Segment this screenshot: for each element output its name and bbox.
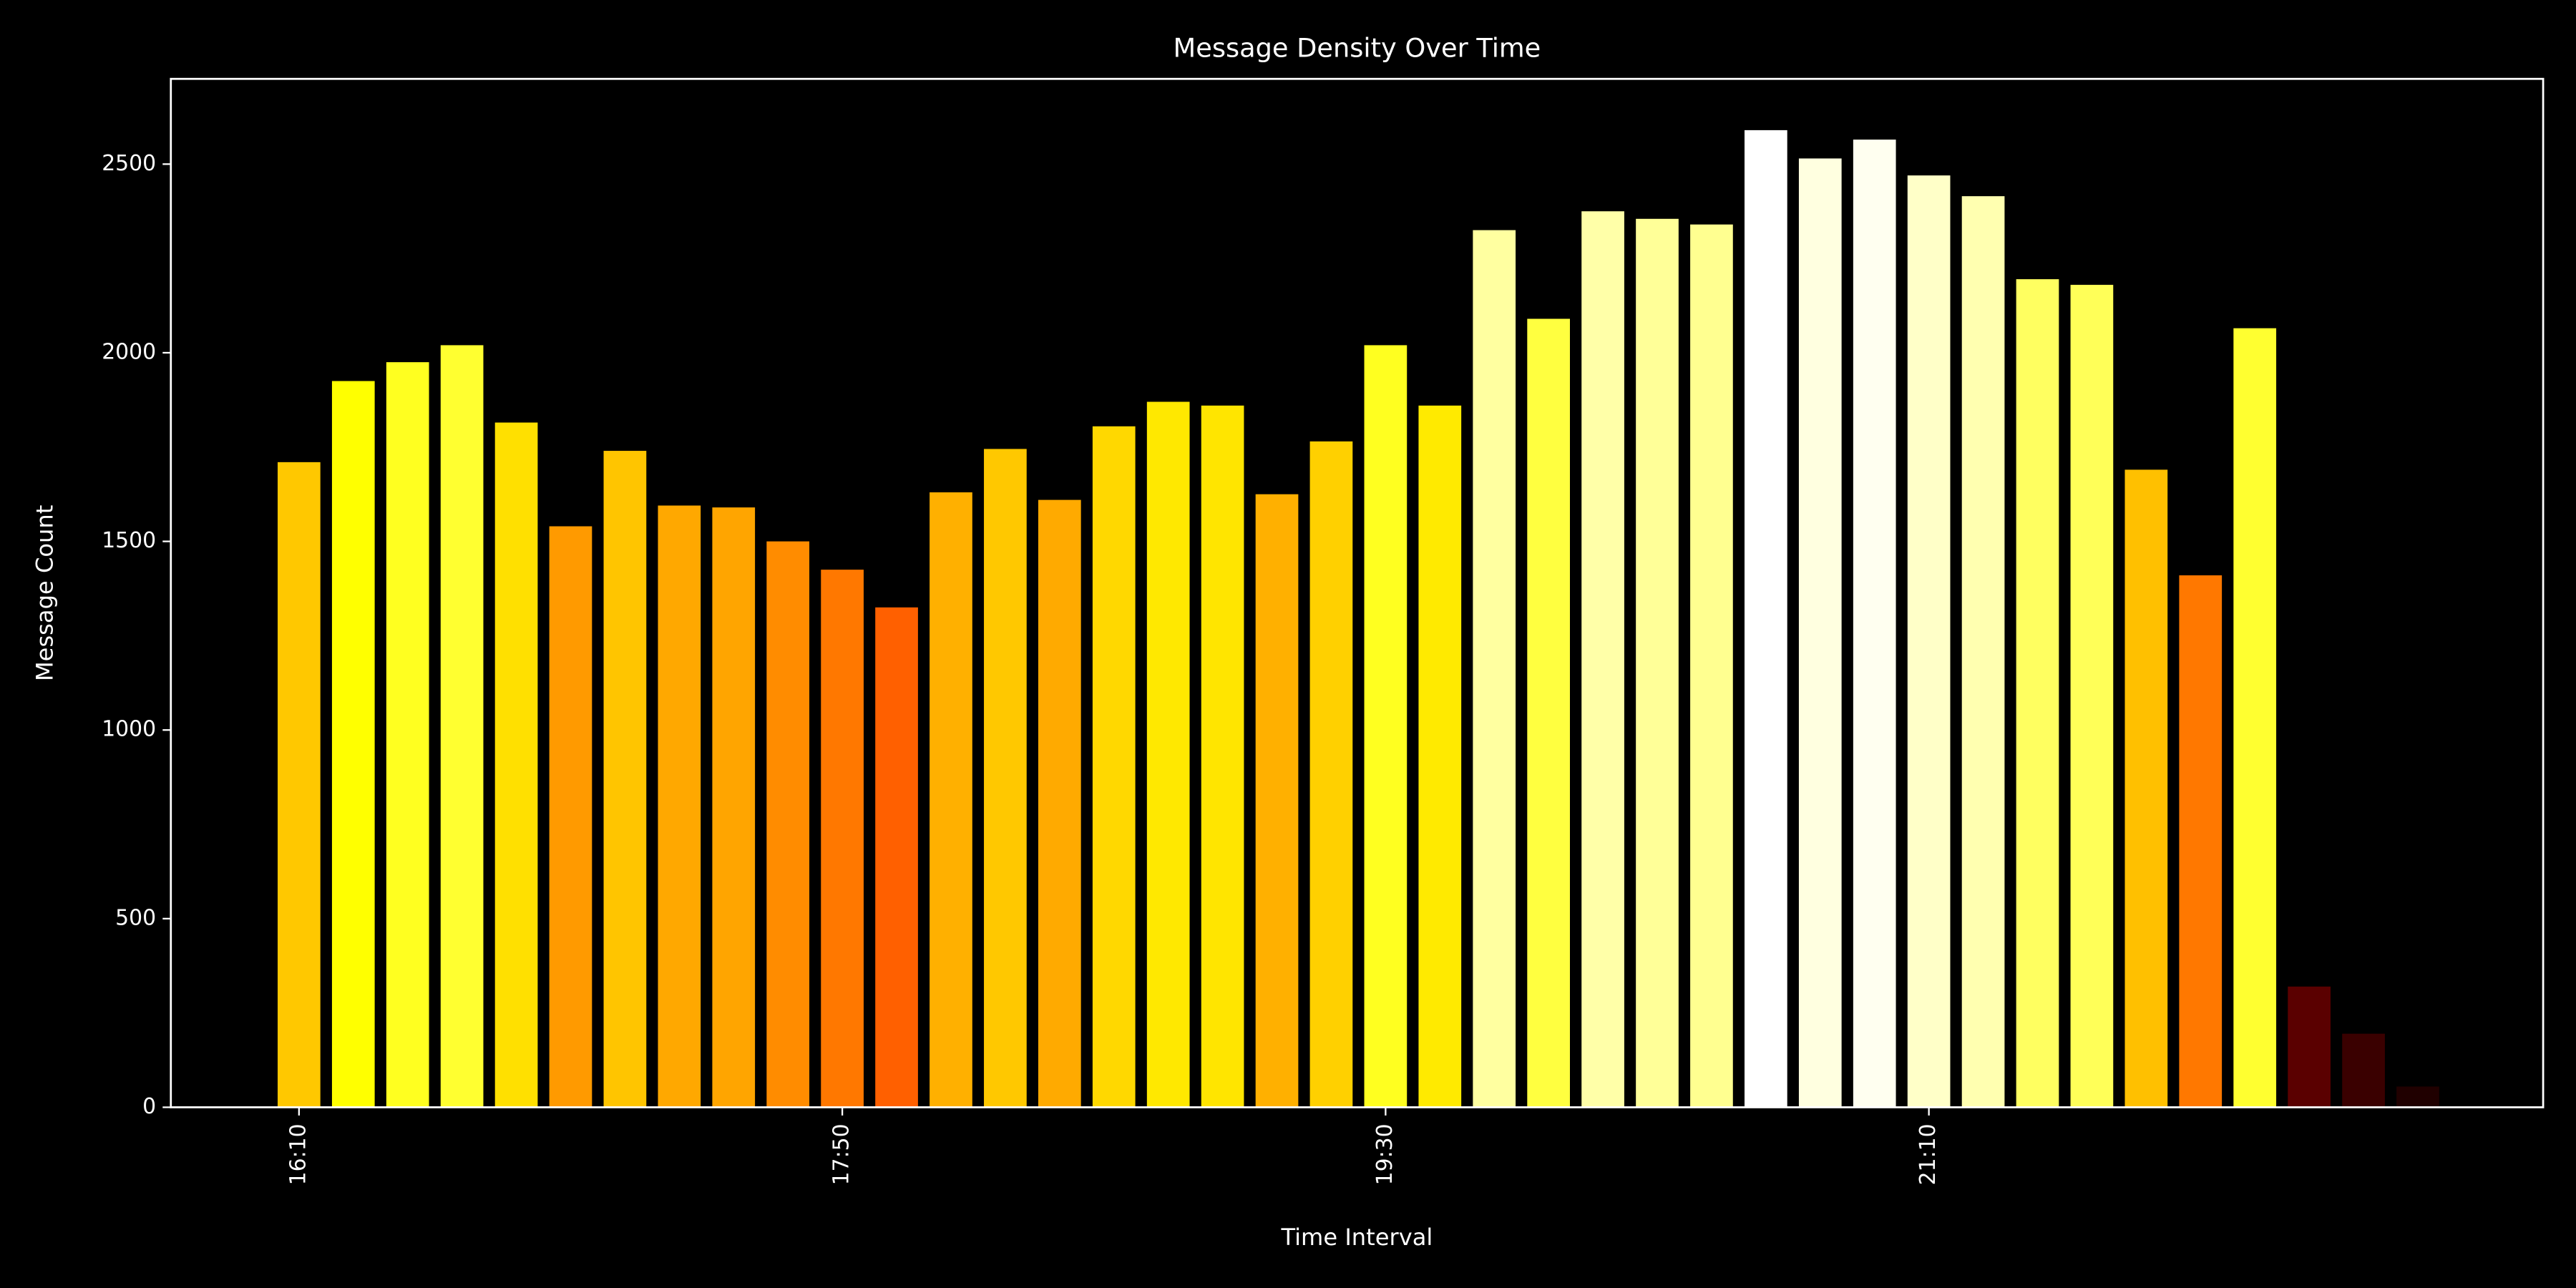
y-axis-label: Message Count [31,505,58,681]
bar [1961,196,2005,1108]
bar [549,526,592,1108]
bar [1364,345,1407,1108]
bar [1309,441,1353,1108]
bar [1527,318,1571,1108]
bar [2124,469,2168,1108]
bar [1092,426,1136,1108]
bar [1853,140,1896,1108]
y-tick-label: 500 [115,905,156,930]
y-tick-label: 2500 [102,151,156,176]
bar [1636,218,1679,1108]
bar [1745,130,1787,1108]
bar [1255,494,1299,1108]
bar [1581,211,1624,1108]
bar [2070,285,2114,1108]
bar [603,451,647,1108]
bar [2233,328,2277,1108]
bar [1690,224,1733,1108]
bar [1473,230,1516,1108]
bar [494,422,538,1108]
x-axis-label: Time Interval [1280,1224,1433,1251]
y-tick-label: 0 [142,1094,156,1119]
bar [821,570,864,1108]
bar [386,362,429,1108]
bar [1907,175,1951,1108]
bar [1201,405,1244,1108]
bar [2016,279,2059,1108]
bar [930,492,972,1108]
x-tick-label: 21:10 [1916,1123,1941,1185]
bar [278,462,321,1108]
chart-title: Message Density Over Time [1174,32,1541,63]
bar [875,607,918,1108]
bar [1038,499,1081,1108]
bar [984,449,1027,1108]
bar [658,505,701,1108]
bar [1146,401,1190,1108]
bar [2179,575,2223,1108]
bar [712,507,756,1108]
y-tick-label: 1000 [102,717,156,742]
bar [2288,986,2331,1108]
y-tick-label: 2000 [102,339,156,364]
bar [2342,1033,2385,1108]
bar [1798,158,1842,1108]
bar [331,381,375,1108]
bar [1418,405,1462,1108]
bar [440,345,484,1108]
y-tick-label: 1500 [102,528,156,553]
plot-frame [170,77,2545,1108]
bar [2396,1086,2439,1108]
bar [766,541,810,1108]
x-tick-label: 17:50 [829,1123,854,1185]
x-tick-label: 19:30 [1372,1123,1397,1185]
x-tick-label: 16:10 [286,1123,311,1185]
